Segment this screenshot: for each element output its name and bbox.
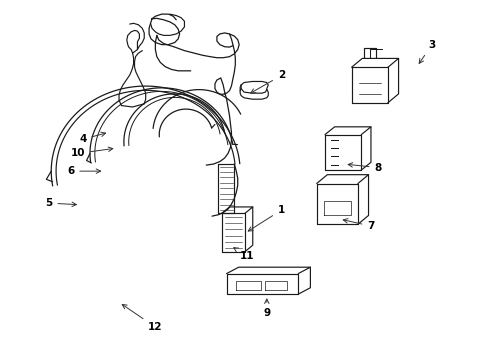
Text: 2: 2 [251, 71, 285, 93]
Text: 4: 4 [79, 132, 106, 144]
Text: 6: 6 [67, 166, 100, 176]
Text: 9: 9 [263, 299, 270, 318]
Text: 3: 3 [419, 40, 435, 63]
Text: 10: 10 [71, 147, 113, 158]
Text: 11: 11 [234, 248, 255, 261]
Text: 12: 12 [122, 305, 163, 332]
Text: 7: 7 [343, 219, 375, 231]
Text: 1: 1 [248, 205, 285, 231]
Text: 5: 5 [45, 198, 76, 208]
Text: 8: 8 [348, 163, 382, 172]
